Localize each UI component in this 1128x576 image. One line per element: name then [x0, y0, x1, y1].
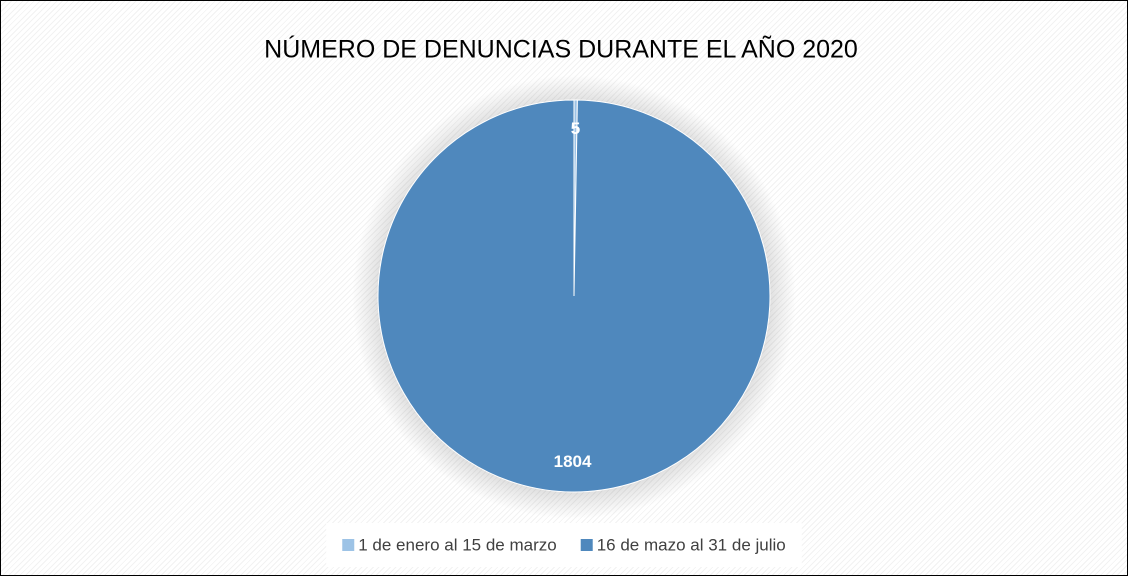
legend-swatch	[580, 539, 593, 551]
legend-label: 16 de mazo al 31 de julio	[597, 535, 786, 554]
chart-title: NÚMERO DE DENUNCIAS DURANTE EL AÑO 2020	[264, 35, 858, 64]
legend-swatch	[342, 539, 355, 551]
pie-slice	[377, 99, 771, 493]
legend: 1 de enero al 15 de marzo 16 de mazo al 3…	[342, 535, 786, 554]
data-label: 1804	[554, 452, 592, 471]
legend-box	[326, 523, 802, 567]
legend-label: 1 de enero al 15 de marzo	[358, 535, 556, 554]
data-label: 5	[571, 119, 580, 138]
pie	[377, 99, 771, 493]
data-labels: 5 1804	[554, 119, 592, 471]
